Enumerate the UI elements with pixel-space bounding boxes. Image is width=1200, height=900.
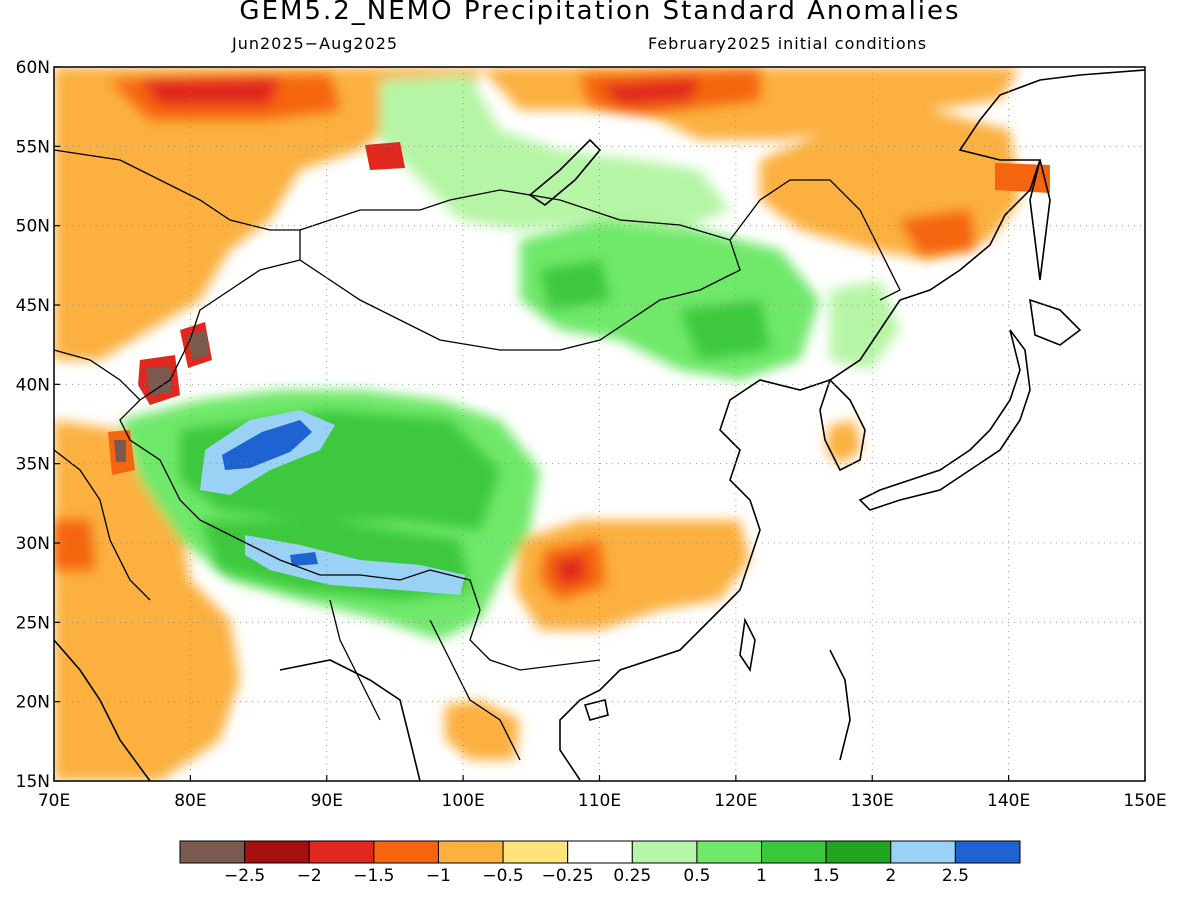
lon-tick-label: 70E [38,791,70,811]
core-very-dry-northwest [140,78,280,105]
colorbar-swatch [373,840,439,864]
colorbar-label: 1 [756,866,767,886]
lat-tick-label: 60N [16,58,50,78]
colorbar-label: −2.5 [224,866,265,886]
coastline-hokkaido [1029,298,1082,346]
border-russia-kazakhstan [53,149,300,231]
region-dry-korea [825,420,862,465]
colorbar: −2.5 −2 −1.5 −1 −0.5 −0.25 0.25 0.5 1 1.5 2 2.5 [179,840,1021,886]
lat-tick-label: 30N [16,534,50,554]
lon-tick-label: 140E [987,791,1030,811]
border-mongolia [299,189,741,351]
colorbar-swatch [890,840,956,864]
colorbar-swatch [567,840,633,864]
lat-tick-label: 55N [16,137,50,157]
region-dry-indochina [445,700,520,760]
colorbar-swatch [696,840,763,864]
lat-tick-label: 15N [16,772,50,792]
colorbar-swatch [244,840,310,864]
lat-tick-label: 50N [16,217,50,237]
border-china-northeast [729,179,901,301]
lat-tick-label: 20N [16,693,50,713]
colorbar-label: −0.5 [482,866,523,886]
lat-tick-label: 25N [16,613,50,633]
border-southeast-asia [469,609,601,671]
region-dry-southwest [54,420,240,781]
colorbar-swatch [761,840,827,864]
gridlines [54,67,1145,781]
border-india-pakistan [53,449,151,601]
colorbar-label: 2 [885,866,896,886]
lat-tick-label: 40N [16,375,50,395]
lon-tick-label: 150E [1123,791,1166,811]
core-wet-mongolia-north [540,260,610,310]
border-central-asia [53,349,141,401]
border-indochina [429,619,521,761]
region-dry-northwest [54,67,480,360]
colorbar-label: 1.5 [813,866,840,886]
coastline-japan [858,329,1031,511]
coastline-bay-of-bengal [279,659,421,782]
lat-tick-label: 45N [16,296,50,316]
colorbar-swatch [437,840,504,864]
coastline-sakhalin [1029,159,1051,281]
strong-wet-himalaya [245,535,465,595]
colorbar-swatch [954,840,1021,864]
axis-ticks: 70E 80E 90E 100E 110E 120E 130E 140E 150E 15N 20N 2… [16,58,1167,811]
coastline-philippines [829,649,851,761]
map-title: GEM5.2_NEMO Precipitation Standard Anoma… [239,0,961,26]
colorbar-label: −1.5 [353,866,394,886]
lat-tick-label: 35N [16,455,50,475]
coastline-korea [819,378,866,472]
season-label: Jun2025−Aug2025 [232,34,399,53]
border-china-west [119,259,301,521]
extreme-dry-tianshan-core [146,366,172,396]
colorbar-swatch [825,840,892,864]
border-india-myanmar [329,599,381,721]
colorbar-swatch [631,840,698,864]
core-dry-west [54,520,95,570]
colorbar-swatch [308,840,375,864]
country-borders [53,149,901,761]
lon-tick-label: 80E [174,791,206,811]
extreme-dry-pamir-core [114,440,126,462]
lon-tick-label: 130E [851,791,894,811]
coastline-south-asia [53,639,151,782]
lon-tick-label: 120E [714,791,757,811]
lon-tick-label: 110E [578,791,621,811]
colorbar-label: 0.25 [613,866,651,886]
core-very-dry-north-siberia [600,78,700,105]
lon-tick-label: 90E [311,791,343,811]
border-himalaya [199,519,481,611]
very-strong-wet-himalaya [290,552,318,566]
anomaly-field [54,67,1145,781]
lake-baikal [528,138,602,206]
region-wet-siberia-south [380,75,730,230]
coastline-hainan [583,699,609,721]
extreme-dry-balkhash-core [188,330,209,360]
colorbar-label: 2.5 [942,866,969,886]
initial-conditions-label: February2025 initial conditions [648,34,928,53]
coastline-taiwan [739,617,756,673]
lon-tick-label: 100E [442,791,485,811]
coastline-east-asia [559,69,1146,781]
colorbar-label: −0.25 [542,866,594,886]
core-dry-northeast [900,210,975,255]
region-wet-northeast-china [830,280,900,370]
colorbar-swatch [502,840,569,864]
core-wet-mongolia [680,300,770,360]
very-strong-wet-tibet-west [222,420,312,470]
colorbar-swatch [179,840,246,864]
colorbar-label: −1 [426,866,451,886]
dry-patch-lake-baikal-west [365,142,405,170]
coastlines [53,69,1146,782]
core-very-dry-south-china [555,555,585,585]
colorbar-label: 0.5 [683,866,710,886]
colorbar-label: −2 [297,866,322,886]
